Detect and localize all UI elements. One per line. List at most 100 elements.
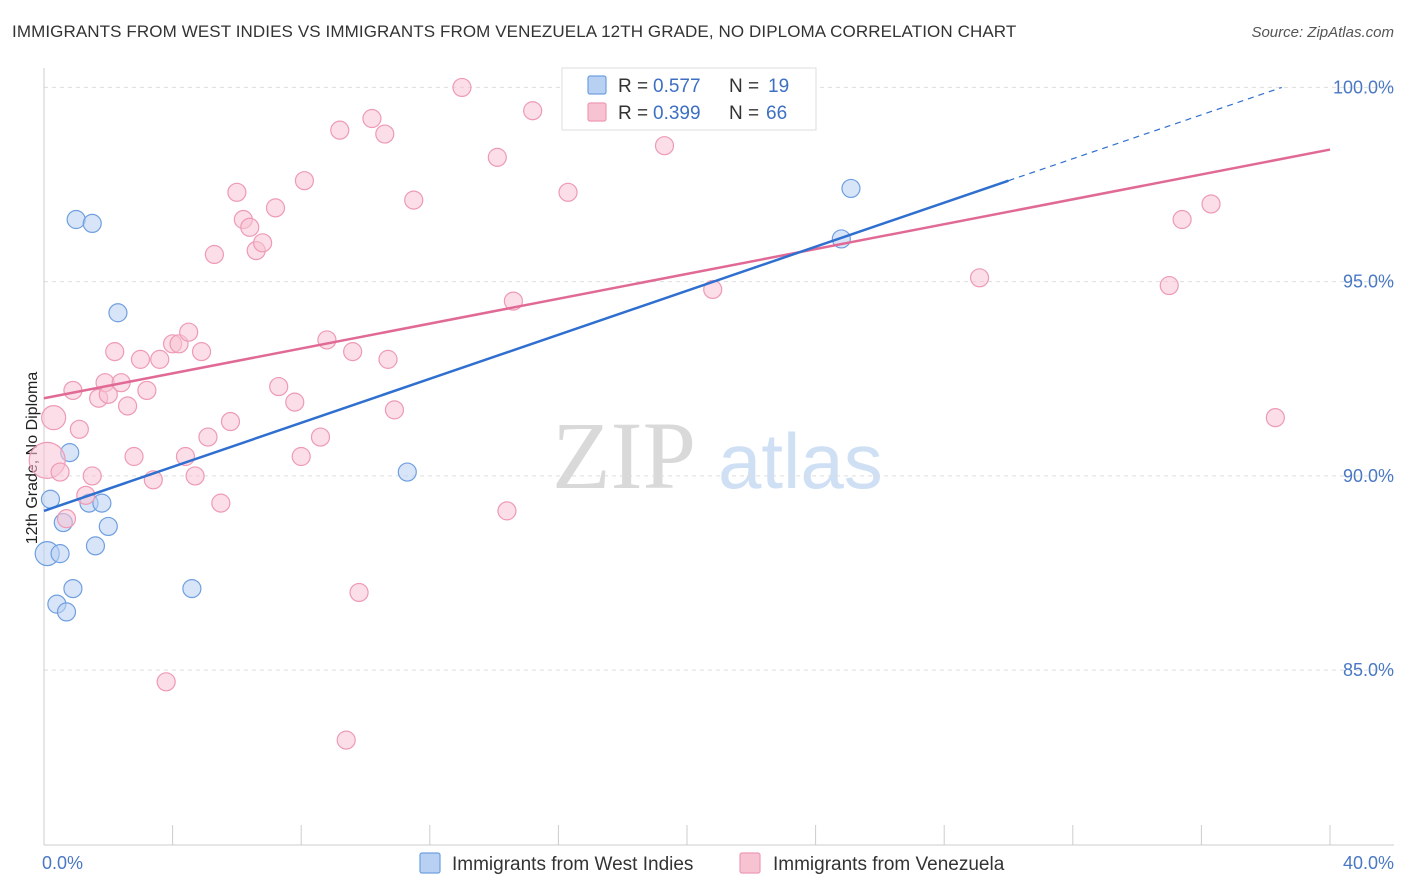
venezuela-point-63 [1172, 209, 1192, 230]
venezuela-point-59 [703, 279, 723, 300]
venezuela-point-23 [179, 322, 199, 342]
venezuela-point-52 [487, 147, 507, 167]
watermark-zip: ZIP [552, 402, 696, 509]
venezuela-point-15 [130, 349, 151, 369]
west-indies-point-8 [66, 209, 86, 230]
y-tick-label-1: 90.0% [1343, 466, 1394, 486]
series-legend-swatch-venezuela [739, 852, 761, 874]
west-indies-trend-line [43, 179, 1009, 513]
venezuela-point-14 [124, 446, 144, 467]
venezuela-point-5 [69, 419, 89, 439]
venezuela-point-2 [50, 462, 70, 482]
venezuela-point-65 [1265, 408, 1285, 428]
venezuela-point-18 [150, 349, 170, 369]
west-indies-point-3 [50, 544, 70, 564]
west-indies-point-11 [85, 536, 106, 556]
west-indies-trend-extension [1008, 86, 1282, 182]
west-indies-point-7 [63, 578, 83, 599]
venezuela-point-48 [378, 349, 398, 369]
series-legend-swatch-west-indies [419, 852, 441, 874]
west-indies-point-12 [92, 493, 112, 513]
venezuela-point-30 [227, 182, 247, 202]
watermark: ZIP atlas [552, 402, 883, 509]
venezuela-point-39 [294, 171, 315, 191]
venezuela-point-25 [191, 342, 212, 362]
legend-n-label-1: N = [729, 103, 759, 124]
west-indies-point-5 [56, 602, 77, 622]
venezuela-point-24 [185, 466, 205, 486]
series-legend: Immigrants from West Indies Immigrants f… [419, 852, 1005, 875]
legend-n-label-0: N = [729, 76, 759, 97]
venezuela-point-62 [1159, 275, 1179, 296]
legend-r-value-1: 0.399 [653, 103, 701, 124]
series-legend-label-venezuela: Immigrants from Venezuela [773, 854, 1005, 875]
venezuela-point-7 [82, 466, 102, 486]
trend-lines [43, 86, 1331, 513]
venezuela-point-42 [330, 120, 350, 140]
venezuela-point-55 [523, 101, 543, 121]
source-label: Source: ZipAtlas.com [1251, 24, 1394, 41]
venezuela-point-34 [253, 233, 273, 253]
venezuela-point-36 [269, 376, 289, 397]
legend-n-value-0: 19 [768, 76, 789, 97]
venezuela-point-32 [240, 217, 260, 237]
y-tick-label-3: 100.0% [1333, 77, 1394, 97]
venezuela-point-3 [56, 509, 77, 529]
venezuela-point-46 [362, 108, 382, 129]
venezuela-point-43 [336, 730, 356, 750]
venezuela-trend-line [43, 148, 1331, 400]
legend-r-label-0: R = [618, 76, 648, 97]
venezuela-point-13 [117, 396, 138, 416]
venezuela-point-41 [317, 330, 337, 350]
west-indies-point-13 [98, 516, 118, 537]
venezuela-point-47 [375, 124, 395, 144]
x-axis-tick-labels: 0.0% 40.0% [42, 853, 1394, 873]
legend-n-value-1: 66 [766, 103, 787, 124]
venezuela-point-27 [204, 244, 224, 265]
chart-title: IMMIGRANTS FROM WEST INDIES VS IMMIGRANT… [12, 22, 1017, 41]
venezuela-points [28, 77, 1285, 750]
venezuela-point-26 [198, 427, 218, 447]
x-tick-label-0: 0.0% [42, 853, 83, 873]
y-axis-tick-labels: 85.0% 90.0% 95.0% 100.0% [1333, 77, 1394, 680]
venezuela-point-53 [497, 501, 517, 521]
venezuela-point-16 [137, 380, 157, 401]
west-indies-point-10 [82, 213, 102, 233]
west-indies-point-16 [397, 462, 417, 482]
venezuela-point-45 [349, 582, 369, 603]
series-legend-label-west-indies: Immigrants from West Indies [452, 854, 693, 875]
venezuela-point-38 [291, 446, 311, 467]
venezuela-point-49 [384, 400, 405, 420]
west-indies-point-14 [108, 303, 128, 323]
venezuela-point-28 [211, 493, 231, 513]
venezuela-point-56 [558, 182, 578, 202]
venezuela-point-40 [310, 427, 331, 447]
venezuela-point-51 [452, 77, 472, 98]
west-indies-point-18 [841, 178, 861, 199]
venezuela-point-50 [404, 190, 424, 210]
y-tick-label-0: 85.0% [1343, 660, 1394, 680]
watermark-atlas: atlas [718, 417, 883, 505]
correlation-legend: R = 0.577 N = 19 R = 0.399 N = 66 [561, 67, 817, 131]
legend-swatch-venezuela [587, 102, 607, 122]
legend-swatch-west-indies [587, 75, 607, 95]
venezuela-point-58 [654, 136, 675, 156]
x-axis-ticks [43, 825, 1331, 845]
y-tick-label-2: 95.0% [1343, 272, 1394, 292]
venezuela-point-35 [265, 198, 286, 218]
west-indies-point-15 [182, 578, 202, 599]
x-tick-label-1: 40.0% [1343, 853, 1394, 873]
venezuela-point-11 [105, 342, 125, 362]
venezuela-point-64 [1201, 194, 1221, 214]
grid-lines [44, 86, 1394, 671]
legend-r-label-1: R = [618, 103, 648, 124]
legend-r-value-0: 0.577 [653, 76, 701, 97]
venezuela-point-19 [156, 672, 176, 692]
venezuela-point-37 [285, 392, 305, 412]
venezuela-point-29 [220, 411, 241, 432]
west-indies-points [34, 178, 861, 622]
venezuela-point-1 [41, 405, 67, 431]
venezuela-point-61 [969, 268, 990, 288]
venezuela-point-44 [343, 342, 363, 362]
